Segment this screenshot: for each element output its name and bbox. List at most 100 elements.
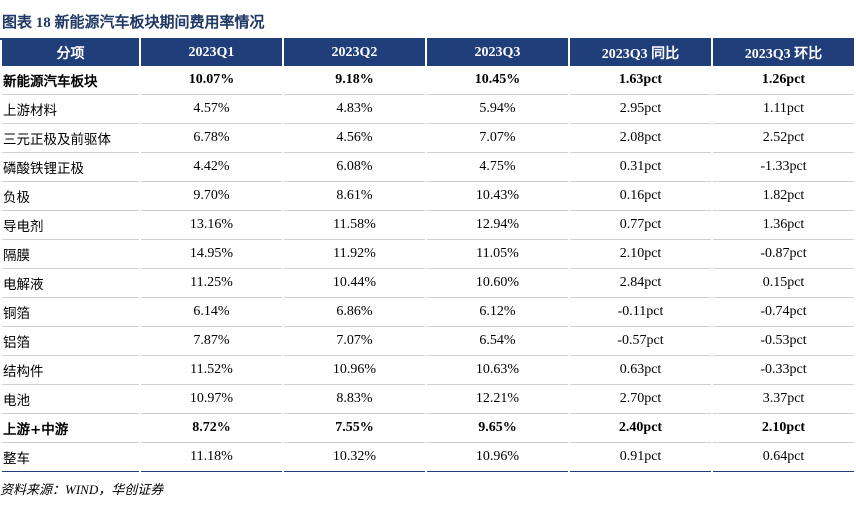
table-cell: 4.42% [139, 152, 284, 182]
table-cell: 7.87% [139, 326, 284, 356]
table-cell: 11.58% [282, 210, 427, 240]
column-header: 分项 [0, 38, 141, 66]
table-cell: -1.33pct [711, 152, 856, 182]
table-cell: 10.45% [425, 66, 570, 95]
table-cell: -0.57pct [568, 326, 713, 356]
table-cell: 11.52% [139, 355, 284, 385]
table-cell: -0.33pct [711, 355, 856, 385]
table-cell: 6.08% [282, 152, 427, 182]
table-cell: 4.75% [425, 152, 570, 182]
table-cell: 0.15pct [711, 268, 856, 298]
column-header: 2023Q1 [139, 38, 284, 66]
table-cell: 0.31pct [568, 152, 713, 182]
row-label: 三元正极及前驱体 [0, 123, 141, 153]
table-cell: 0.91pct [568, 442, 713, 472]
row-label: 上游+中游 [0, 413, 141, 443]
table-row: 隔膜 14.95% 11.92% 11.05% 2.10pct -0.87pct [0, 239, 856, 269]
table-cell: 0.16pct [568, 181, 713, 211]
table-cell: -0.87pct [711, 239, 856, 269]
table-cell: 10.44% [282, 268, 427, 298]
table-cell: 11.18% [139, 442, 284, 472]
row-label: 上游材料 [0, 94, 141, 124]
table-cell: 3.37pct [711, 384, 856, 414]
table-cell: 10.32% [282, 442, 427, 472]
table-cell: 11.05% [425, 239, 570, 269]
table-row: 铜箔 6.14% 6.86% 6.12% -0.11pct -0.74pct [0, 297, 856, 327]
table-cell: 8.61% [282, 181, 427, 211]
table-cell: 10.60% [425, 268, 570, 298]
table-cell: 7.07% [282, 326, 427, 356]
table-row: 上游+中游 8.72% 7.55% 9.65% 2.40pct 2.10pct [0, 413, 856, 443]
row-label: 新能源汽车板块 [0, 66, 141, 95]
table-cell: -0.53pct [711, 326, 856, 356]
table-cell: 8.72% [139, 413, 284, 443]
table-row: 结构件 11.52% 10.96% 10.63% 0.63pct -0.33pct [0, 355, 856, 385]
table-cell: 1.26pct [711, 66, 856, 95]
source-note: 资料来源：WIND，华创证券 [0, 482, 164, 497]
table-cell: 10.63% [425, 355, 570, 385]
table-cell: 4.56% [282, 123, 427, 153]
table-cell: 14.95% [139, 239, 284, 269]
table-row: 负极 9.70% 8.61% 10.43% 0.16pct 1.82pct [0, 181, 856, 211]
table-cell: 2.84pct [568, 268, 713, 298]
expense-ratio-table: 分项 2023Q1 2023Q2 2023Q3 2023Q3 同比 2023Q3… [0, 38, 856, 472]
table-body: 新能源汽车板块 10.07% 9.18% 10.45% 1.63pct 1.26pct 上游… [0, 66, 856, 472]
table-cell: 7.07% [425, 123, 570, 153]
table-row: 上游材料 4.57% 4.83% 5.94% 2.95pct 1.11pct [0, 94, 856, 124]
table-cell: 11.25% [139, 268, 284, 298]
column-header: 2023Q2 [282, 38, 427, 66]
row-label: 电解液 [0, 268, 141, 298]
row-label: 负极 [0, 181, 141, 211]
figure-title: 图表 18 新能源汽车板块期间费用率情况 [2, 15, 265, 31]
table-cell: -0.74pct [711, 297, 856, 327]
row-label: 导电剂 [0, 210, 141, 240]
table-cell: 0.64pct [711, 442, 856, 472]
table-row: 导电剂 13.16% 11.58% 12.94% 0.77pct 1.36pct [0, 210, 856, 240]
table-cell: 6.86% [282, 297, 427, 327]
table-cell: 6.14% [139, 297, 284, 327]
table-row: 整车 11.18% 10.32% 10.96% 0.91pct 0.64pct [0, 442, 856, 472]
table-cell: 4.57% [139, 94, 284, 124]
table-cell: 12.94% [425, 210, 570, 240]
table-cell: 2.10pct [711, 413, 856, 443]
table-cell: 2.70pct [568, 384, 713, 414]
table-cell: 10.07% [139, 66, 284, 95]
column-header: 2023Q3 同比 [568, 38, 713, 66]
row-label: 隔膜 [0, 239, 141, 269]
table-cell: 0.77pct [568, 210, 713, 240]
row-label: 铜箔 [0, 297, 141, 327]
table-cell: 6.12% [425, 297, 570, 327]
table-cell: 2.95pct [568, 94, 713, 124]
row-label: 结构件 [0, 355, 141, 385]
table-cell: 13.16% [139, 210, 284, 240]
table-cell: 10.43% [425, 181, 570, 211]
table-header-row: 分项 2023Q1 2023Q2 2023Q3 2023Q3 同比 2023Q3… [0, 38, 856, 66]
table-cell: 2.40pct [568, 413, 713, 443]
table-cell: 9.70% [139, 181, 284, 211]
table-cell: 1.36pct [711, 210, 856, 240]
table-row: 铝箔 7.87% 7.07% 6.54% -0.57pct -0.53pct [0, 326, 856, 356]
row-label: 磷酸铁锂正极 [0, 152, 141, 182]
table-row: 电解液 11.25% 10.44% 10.60% 2.84pct 0.15pct [0, 268, 856, 298]
table-cell: 10.96% [282, 355, 427, 385]
table-cell: 12.21% [425, 384, 570, 414]
table-cell: 6.54% [425, 326, 570, 356]
table-cell: 9.65% [425, 413, 570, 443]
table-cell: 5.94% [425, 94, 570, 124]
table-cell: 10.97% [139, 384, 284, 414]
table-row: 三元正极及前驱体 6.78% 4.56% 7.07% 2.08pct 2.52pct [0, 123, 856, 153]
column-header: 2023Q3 [425, 38, 570, 66]
table-cell: 6.78% [139, 123, 284, 153]
table-cell: -0.11pct [568, 297, 713, 327]
table-cell: 1.11pct [711, 94, 856, 124]
table-cell: 9.18% [282, 66, 427, 95]
table-cell: 1.82pct [711, 181, 856, 211]
row-label: 铝箔 [0, 326, 141, 356]
row-label: 整车 [0, 442, 141, 472]
table-cell: 10.96% [425, 442, 570, 472]
table-row: 磷酸铁锂正极 4.42% 6.08% 4.75% 0.31pct -1.33pct [0, 152, 856, 182]
table-cell: 1.63pct [568, 66, 713, 95]
table-cell: 2.08pct [568, 123, 713, 153]
table-cell: 2.10pct [568, 239, 713, 269]
table-row: 新能源汽车板块 10.07% 9.18% 10.45% 1.63pct 1.26pct [0, 66, 856, 95]
